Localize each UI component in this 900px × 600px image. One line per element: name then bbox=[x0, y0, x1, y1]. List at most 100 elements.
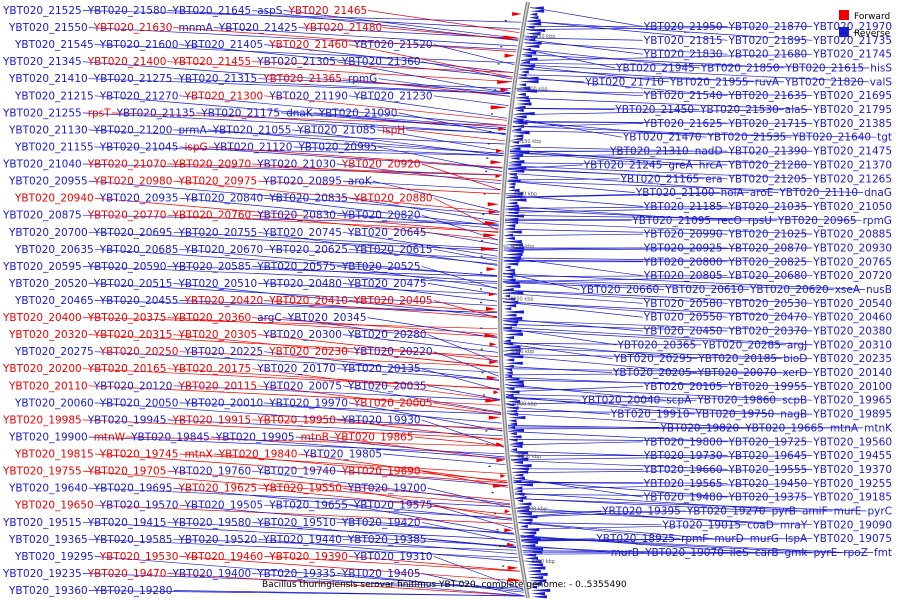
connector-line bbox=[173, 78, 511, 94]
connector-line bbox=[82, 61, 511, 93]
reverse-gene bbox=[505, 236, 515, 240]
connector-line bbox=[348, 197, 499, 222]
connector-line bbox=[507, 180, 864, 193]
reverse-gene bbox=[520, 524, 528, 529]
connector-line bbox=[522, 48, 700, 69]
connector-line bbox=[94, 197, 499, 233]
gene-label-ybt020-20975: YBT020_20975 bbox=[178, 176, 258, 188]
gene-label-ybt020-21100: YBT020_21100 bbox=[635, 187, 715, 199]
connector-line bbox=[433, 248, 498, 262]
gene-label-ybt020-20205: YBT020_20205 bbox=[612, 367, 692, 379]
gene-label-ybt020-21970: YBT020_21970 bbox=[812, 21, 892, 33]
gene-label-ybt020-21945: YBT020_21945 bbox=[615, 63, 695, 75]
small-feature bbox=[494, 512, 497, 515]
gene-label-ybt020-20475: YBT020_20475 bbox=[347, 278, 427, 290]
gene-label-ybt020-20895: YBT020_20895 bbox=[262, 176, 342, 188]
gene-label-fmt: fmt bbox=[874, 547, 892, 559]
connector-line bbox=[179, 95, 507, 126]
connector-line bbox=[348, 402, 503, 432]
reverse-gene bbox=[526, 28, 546, 32]
connector-line bbox=[94, 453, 508, 484]
gene-label-ybt020-21615: YBT020_21615 bbox=[785, 63, 865, 75]
forward-gene bbox=[507, 565, 519, 570]
reverse-gene bbox=[514, 115, 527, 119]
connector-line bbox=[508, 431, 728, 443]
gene-label-ybt020-21370: YBT020_21370 bbox=[812, 159, 892, 171]
gene-label-ybt020-20105: YBT020_20105 bbox=[643, 381, 723, 393]
connector-line bbox=[88, 385, 501, 406]
reverse-gene bbox=[511, 448, 518, 452]
connector-line bbox=[264, 95, 508, 121]
reverse-gene bbox=[504, 252, 523, 256]
gene-label-ybt020-19090: YBT020_19090 bbox=[812, 519, 892, 531]
connector-line bbox=[506, 192, 720, 198]
reverse-gene bbox=[504, 294, 511, 298]
reverse-gene bbox=[519, 518, 533, 522]
gene-label-ybt020-21600: YBT020_21600 bbox=[99, 39, 179, 51]
connector-line bbox=[520, 65, 669, 83]
tick-label: 3850 kbp bbox=[518, 454, 542, 460]
gene-label-ybt020-20230: YBT020_20230 bbox=[268, 346, 348, 358]
gene-label-ybt020-20165: YBT020_20165 bbox=[87, 363, 167, 375]
connector-line bbox=[503, 326, 813, 346]
gene-label-ybt020-19985: YBT020_19985 bbox=[2, 414, 82, 426]
gene-label-ybt020-20620: YBT020_20620 bbox=[749, 284, 829, 296]
reverse-gene bbox=[506, 384, 525, 388]
gene-label-nagb: nagB bbox=[780, 409, 807, 421]
tick-label: 3750 kbp bbox=[531, 559, 555, 565]
gene-label-ybt020-19470: YBT020_19470 bbox=[87, 568, 167, 580]
gene-label-ybt020-20825: YBT020_20825 bbox=[728, 256, 808, 268]
gene-label-ybt020-20995: YBT020_20995 bbox=[297, 142, 377, 154]
connector-line bbox=[94, 504, 513, 525]
gene-labels: YBT020_21525 YBT020_21580 YBT020_21645 aspS… bbox=[2, 5, 893, 597]
reverse-gene bbox=[504, 320, 519, 324]
forward-gene bbox=[496, 442, 503, 447]
forward-gene bbox=[493, 483, 507, 488]
gene-label-ybt020-21635: YBT020_21635 bbox=[728, 90, 808, 102]
gene-label-lspa: lspA bbox=[785, 533, 808, 545]
gene-label-ybt020-20510: YBT020_20510 bbox=[178, 278, 258, 290]
connector-line bbox=[506, 399, 697, 405]
reverse-gene bbox=[522, 57, 538, 61]
gene-label-rpmg: rpmG bbox=[348, 73, 377, 85]
gene-label-argj: argJ bbox=[787, 339, 807, 351]
connector-line bbox=[421, 61, 513, 80]
connector-line bbox=[342, 231, 498, 257]
reverse-gene bbox=[519, 521, 532, 525]
legend-forward-label: Forward bbox=[854, 12, 890, 22]
reverse-gene bbox=[507, 406, 519, 410]
connector-line bbox=[94, 351, 499, 373]
gene-label-ybt020-21460: YBT020_21460 bbox=[268, 39, 348, 51]
reverse-gene bbox=[504, 297, 515, 301]
connector-line bbox=[507, 172, 779, 193]
gene-features bbox=[480, 6, 551, 599]
connector-line bbox=[505, 395, 695, 415]
gene-label-ybt020-19930: YBT020_19930 bbox=[341, 414, 421, 426]
connector-line bbox=[509, 152, 813, 166]
reverse-gene bbox=[505, 371, 513, 375]
gene-label-ybt020-19690: YBT020_19690 bbox=[341, 466, 421, 478]
connector-line bbox=[167, 10, 521, 30]
connector-line bbox=[264, 556, 521, 572]
connector-line bbox=[508, 162, 728, 166]
gene-label-ybt020-21035: YBT020_21035 bbox=[728, 201, 808, 213]
tick-label: 4000 kbp bbox=[510, 297, 534, 303]
connector-line bbox=[378, 78, 511, 97]
small-feature bbox=[491, 492, 494, 494]
gene-label-ybt020-20625: YBT020_20625 bbox=[268, 244, 348, 256]
reverse-gene bbox=[528, 576, 544, 580]
connector-line bbox=[367, 317, 498, 339]
connector-line bbox=[336, 163, 502, 185]
gene-label-ybt020-20185: YBT020_20185 bbox=[697, 353, 777, 365]
connector-line bbox=[433, 95, 509, 107]
gene-label-ybt020-19665: YBT020_19665 bbox=[744, 422, 824, 434]
reverse-gene bbox=[504, 307, 512, 311]
small-feature bbox=[480, 327, 483, 329]
connector-line bbox=[512, 477, 643, 498]
gene-label-ybt020-20765: YBT020_20765 bbox=[812, 256, 892, 268]
gene-label-hrca: hrcA bbox=[699, 159, 724, 171]
connector-line bbox=[502, 292, 643, 304]
reverse-gene bbox=[528, 22, 542, 26]
reverse-gene bbox=[511, 140, 519, 144]
connector-line bbox=[342, 538, 518, 555]
